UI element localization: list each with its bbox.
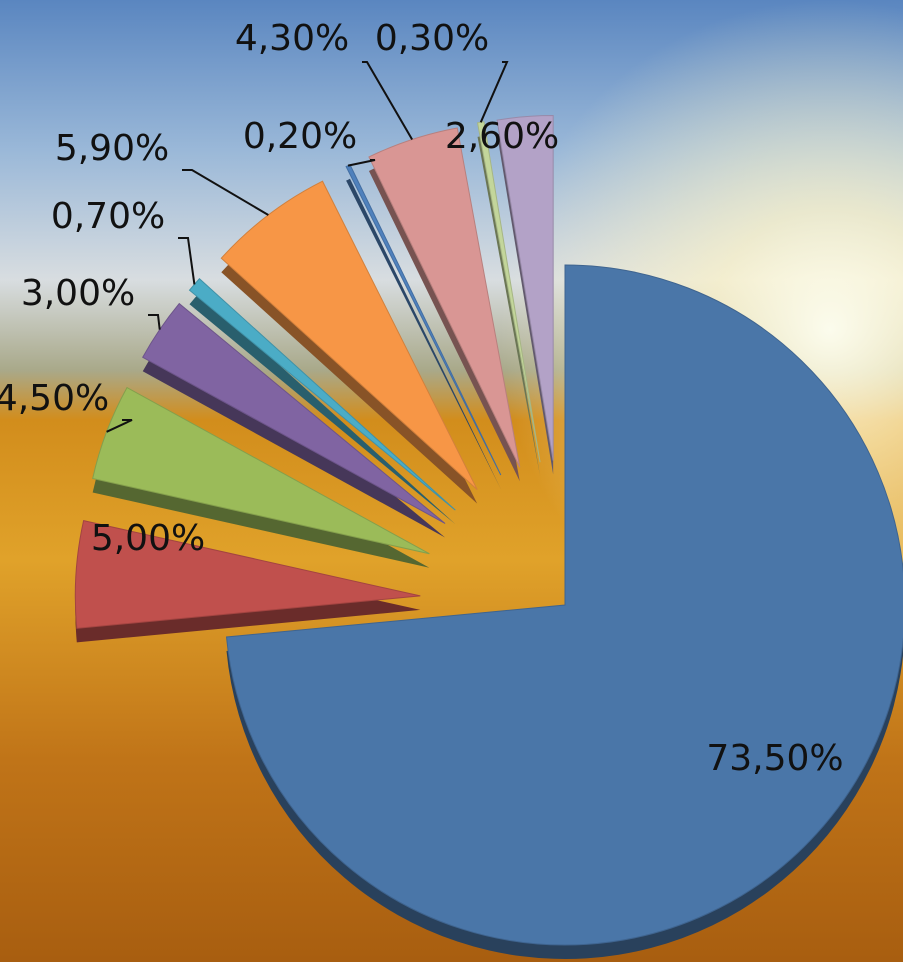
leader-line: [148, 315, 160, 330]
data-label: 73,50%: [706, 738, 843, 779]
chart: 73,50% 5,00% 4,50% 3,00% 0,70% 5,90% 0,20% 4,30…: [0, 0, 903, 962]
data-label: 0,70%: [51, 196, 165, 237]
data-label: 4,50%: [0, 378, 109, 419]
data-label: 5,00%: [91, 518, 205, 559]
data-label: 3,00%: [21, 273, 135, 314]
data-label: 4,30%: [235, 18, 349, 59]
leader-line: [178, 238, 194, 284]
leader-line: [481, 62, 507, 122]
data-label: 0,30%: [375, 18, 489, 59]
leader-line: [348, 160, 375, 166]
data-label: 2,60%: [445, 116, 559, 157]
leader-line: [362, 62, 412, 139]
leader-line: [182, 170, 268, 215]
data-label: 0,20%: [243, 116, 357, 157]
data-label: 5,90%: [55, 128, 169, 169]
